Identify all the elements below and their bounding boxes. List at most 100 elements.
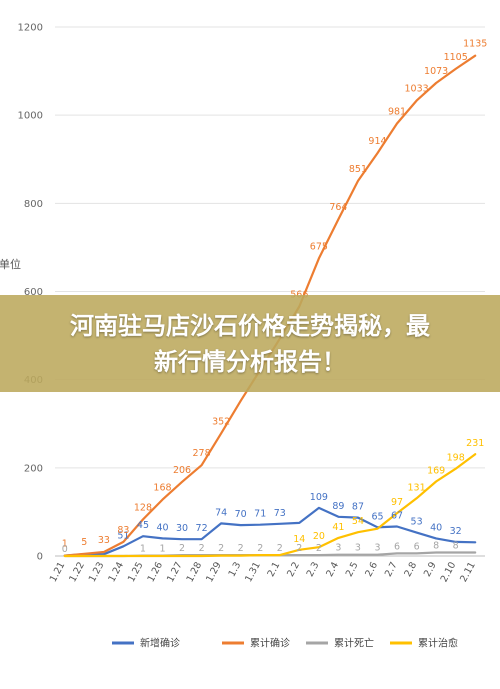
legend-label: 累计死亡 <box>334 637 374 650</box>
data-label: 2 <box>316 543 322 554</box>
y-tick-label: 0 <box>37 552 43 563</box>
data-label: 2 <box>218 543 224 554</box>
data-label: 89 <box>332 501 344 512</box>
y-tick-label: 200 <box>24 463 43 474</box>
data-label: 675 <box>310 241 328 252</box>
x-tick-label: 1.23 <box>87 560 107 584</box>
data-label: 1 <box>159 544 165 555</box>
x-tick-label: 2.9 <box>422 560 439 579</box>
data-label: 67 <box>391 510 403 521</box>
series-line-cumulative_recovered <box>63 453 477 558</box>
x-tick-label: 1.22 <box>67 560 87 584</box>
data-label: 2 <box>179 543 185 554</box>
data-label: 8 <box>433 540 439 551</box>
data-label: 169 <box>427 465 445 476</box>
data-label: 51 <box>117 530 129 541</box>
x-tick-label: 1.28 <box>185 560 205 584</box>
data-label: 65 <box>371 511 383 522</box>
data-label: 74 <box>215 507 227 518</box>
data-label: 206 <box>173 465 191 476</box>
data-label: 1135 <box>463 39 487 50</box>
data-label: 566 <box>290 289 308 300</box>
data-label: 87 <box>352 502 364 513</box>
data-label: 851 <box>349 164 367 175</box>
banner-title: 河南驻马店沙石价格走势揭秘，最新行情分析报告！ <box>70 311 430 376</box>
data-label: 2 <box>257 543 263 554</box>
x-tick-label: 2.8 <box>402 560 419 579</box>
x-tick-label: 2.11 <box>458 560 478 584</box>
y-axis-ticks: 020040060080010001200 <box>18 23 43 563</box>
data-label: 0 <box>62 544 68 555</box>
data-label: 97 <box>391 497 403 508</box>
data-label: 764 <box>329 202 347 213</box>
data-label: 70 <box>235 509 247 520</box>
x-tick-label: 1.29 <box>204 560 224 584</box>
x-tick-label: 2.7 <box>383 560 400 579</box>
x-tick-label: 2.10 <box>439 560 459 584</box>
legend-label: 累计治愈 <box>418 637 458 650</box>
grid <box>55 26 485 557</box>
series-line-new_cases <box>63 506 477 557</box>
data-label: 6 <box>414 541 420 552</box>
x-tick-label: 1.26 <box>146 560 166 584</box>
data-label: 3 <box>374 543 380 554</box>
data-label: 1033 <box>404 84 428 95</box>
data-label: 40 <box>156 522 168 533</box>
data-label: 2 <box>277 543 283 554</box>
y-tick-label: 800 <box>24 199 43 210</box>
data-label: 1073 <box>424 66 448 77</box>
data-label: 3 <box>335 543 341 554</box>
data-label: 71 <box>254 509 266 520</box>
data-label: 72 <box>196 523 208 534</box>
data-label: 3 <box>355 543 361 554</box>
x-tick-label: 2.6 <box>363 560 380 579</box>
y-tick-label: 1000 <box>18 111 43 122</box>
data-label: 352 <box>212 416 230 427</box>
data-label: 14 <box>293 534 305 545</box>
data-label: 1105 <box>444 52 468 63</box>
data-label: 2 <box>296 543 302 554</box>
data-label: 198 <box>447 453 465 464</box>
x-tick-label: 1.25 <box>126 560 146 584</box>
x-tick-label: 1.21 <box>48 560 68 584</box>
x-tick-label: 2.2 <box>285 560 302 579</box>
x-tick-label: 2.5 <box>344 560 361 579</box>
data-label: 32 <box>450 526 462 537</box>
data-label: 231 <box>466 438 484 449</box>
x-tick-label: 1.31 <box>243 560 263 584</box>
legend: 新增确诊 累计确诊 累计死亡 累计治愈 <box>112 637 458 650</box>
data-label: 131 <box>408 482 426 493</box>
y-axis-label: 单位 <box>0 257 21 271</box>
data-label: 1 <box>140 544 146 555</box>
legend-label: 新增确诊 <box>140 637 180 650</box>
data-label: 30 <box>176 523 188 534</box>
y-tick-label: 600 <box>24 287 43 298</box>
data-label: 5 <box>81 537 87 548</box>
x-tick-label: 2.1 <box>266 560 283 579</box>
data-label: 41 <box>332 522 344 533</box>
data-label: 278 <box>193 448 211 459</box>
data-label: 1 <box>62 539 68 550</box>
data-label: 2 <box>238 543 244 554</box>
data-label: 168 <box>153 483 171 494</box>
data-label: 8 <box>453 540 459 551</box>
title-banner: 河南驻马店沙石价格走势揭秘，最新行情分析报告！ <box>0 295 500 392</box>
data-label: 6 <box>394 541 400 552</box>
data-label: 109 <box>310 492 328 503</box>
x-tick-label: 1.24 <box>106 560 126 584</box>
data-label: 33 <box>98 535 110 546</box>
data-label: 128 <box>134 502 152 513</box>
x-tick-label: 1.3 <box>227 560 244 579</box>
data-label: 2 <box>199 543 205 554</box>
data-label: 45 <box>137 520 149 531</box>
data-label: 54 <box>352 516 364 527</box>
y-tick-label: 1200 <box>18 23 43 34</box>
data-label: 914 <box>368 136 386 147</box>
data-label: 83 <box>117 525 129 536</box>
legend-label: 累计确诊 <box>250 637 290 650</box>
data-label: 53 <box>411 517 423 528</box>
data-label: 20 <box>313 531 325 542</box>
x-tick-label: 1.27 <box>165 560 185 584</box>
